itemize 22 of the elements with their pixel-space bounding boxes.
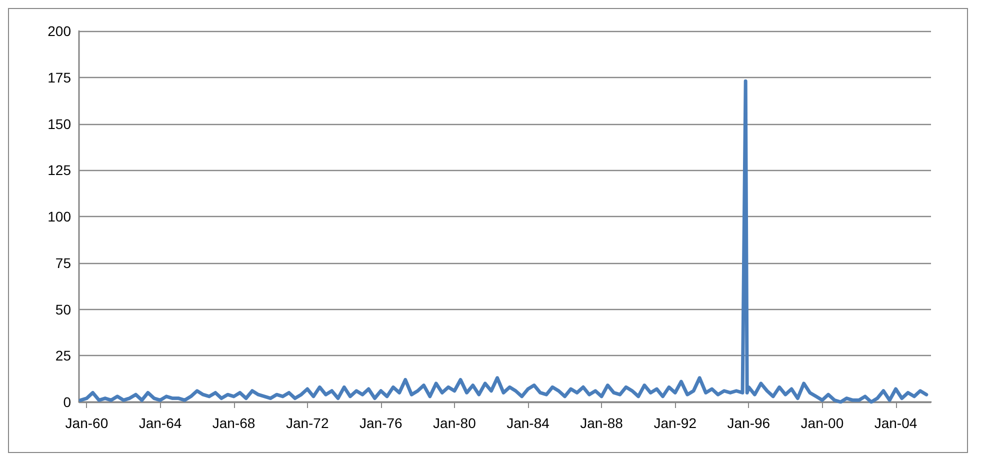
- x-tick-label: Jan-76: [360, 415, 403, 431]
- y-tick-label: 200: [48, 23, 72, 39]
- y-tick-label: 175: [48, 69, 72, 86]
- y-tick-label: 0: [63, 394, 72, 410]
- x-tick-label: Jan-88: [580, 415, 624, 431]
- x-tick-label: Jan-96: [727, 415, 770, 431]
- y-tick-label: 150: [48, 116, 72, 132]
- y-tick-label: 75: [55, 254, 72, 271]
- y-tick-label: 50: [55, 301, 72, 318]
- x-tick-label: Jan-68: [212, 415, 256, 431]
- x-tick-label: Jan-72: [286, 415, 329, 431]
- x-tick-label: Jan-92: [654, 415, 697, 431]
- y-tick-label: 100: [48, 208, 72, 224]
- x-tick-label: Jan-04: [874, 415, 918, 431]
- line-series: [78, 79, 928, 404]
- x-tick-label: Jan-64: [138, 415, 182, 431]
- x-tick-label: Jan-00: [800, 415, 844, 431]
- x-tick-label: Jan-84: [506, 415, 550, 431]
- x-tick-label: Jan-80: [433, 415, 476, 431]
- y-tick-label: 125: [48, 162, 72, 178]
- x-tick-label: Jan-60: [65, 415, 108, 431]
- y-tick-label: 25: [55, 348, 72, 364]
